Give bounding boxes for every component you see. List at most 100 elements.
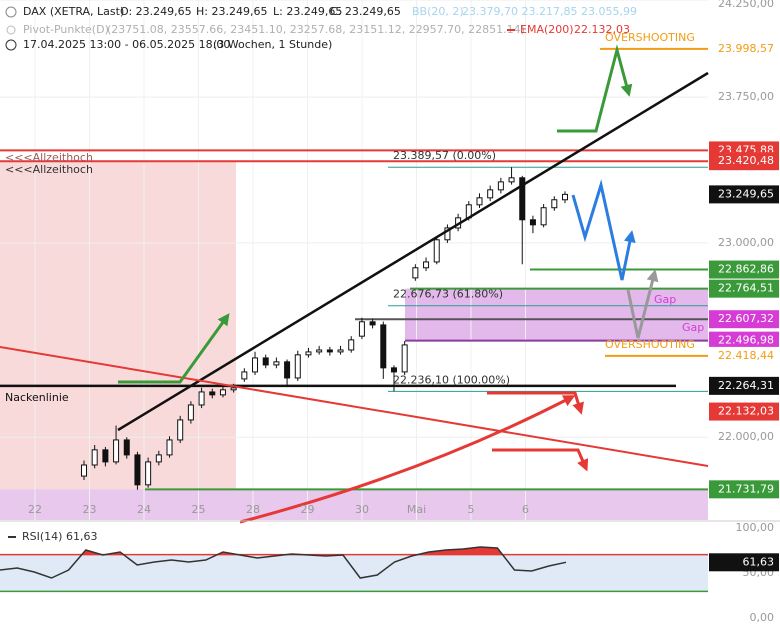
- candle-body: [209, 391, 216, 396]
- candle-body: [81, 464, 87, 477]
- candle-body: [273, 361, 280, 366]
- fib-label: 23.389,57 (0.00%): [393, 149, 496, 162]
- candle-body: [123, 439, 130, 456]
- candle-body: [326, 349, 333, 353]
- candle-body: [155, 454, 162, 463]
- x-tick-label: 30: [355, 503, 369, 516]
- info-icon: [5, 6, 17, 18]
- price-box: [709, 39, 779, 58]
- fib-label: 22.236,10 (100.00%): [393, 373, 510, 386]
- candle-body: [177, 419, 184, 441]
- candle-body: [433, 239, 440, 263]
- y-tick-label: 24.250,00: [718, 0, 774, 10]
- candle-body: [369, 321, 376, 326]
- candle-body: [294, 354, 301, 379]
- header: DAX (XETRA, Last) O: 23.249,65 H: 23.249…: [5, 5, 637, 51]
- red-arrow: [492, 448, 589, 472]
- x-tick-label: Mai: [407, 503, 426, 516]
- rsi-value-box: [709, 553, 779, 572]
- candle-body: [551, 199, 558, 209]
- price-box: [709, 310, 779, 329]
- x-tick-label: 5: [468, 503, 475, 516]
- annotation-text: <<<Allzeithoch: [5, 163, 93, 176]
- candle-body: [444, 227, 451, 241]
- x-tick-label: 24: [137, 503, 151, 516]
- quote-high: H: 23.249,65: [196, 5, 267, 18]
- candle-body: [198, 391, 205, 406]
- candle-body: [241, 371, 248, 380]
- candle-body: [113, 439, 120, 463]
- price-label: 23.249,65: [718, 187, 774, 200]
- rsi-value-label: 61,63: [743, 555, 775, 568]
- green-arrow: [118, 313, 230, 384]
- eye-icon: [6, 25, 16, 35]
- indicator-name: Pivot-Punkte(D): [23, 23, 109, 36]
- rsi-value: 61,63: [66, 530, 98, 543]
- drawings: [0, 44, 709, 524]
- candle-body: [337, 349, 344, 353]
- green-arrow: [557, 44, 633, 133]
- rsi-line: [0, 546, 567, 579]
- candle-body: [145, 461, 152, 486]
- price-box: [709, 331, 779, 350]
- price-label: 22.862,86: [718, 263, 774, 276]
- gap-zone: [405, 288, 708, 341]
- price-box: [709, 480, 779, 499]
- annotation-text: OVERSHOOTING: [605, 338, 695, 351]
- candle-body: [219, 389, 226, 396]
- rsi-tick-label: 100,00: [736, 521, 775, 534]
- x-tick-label: 29: [301, 503, 315, 516]
- candle-body: [519, 177, 526, 221]
- x-tick-label: 23: [83, 503, 97, 516]
- trend-line: [117, 71, 709, 432]
- price-label: 22.264,31: [718, 379, 774, 392]
- candle-body: [487, 189, 494, 199]
- period: 17.04.2025 13:00 - 06.05.2025 18:00: [23, 38, 230, 51]
- gray-arrow: [626, 269, 659, 339]
- candle-body: [476, 197, 483, 206]
- clock-icon: [5, 39, 17, 51]
- indicator-name: BB(20, 2): [412, 5, 464, 18]
- plot-layer: 23.389,57 (0.00%) 22.676,73 (61.80%) 22.23…: [0, 47, 708, 491]
- support-zone: [0, 489, 708, 520]
- x-tick-label: 22: [28, 503, 42, 516]
- quote-close: C: 23.249,65: [330, 5, 401, 18]
- rsi-title: RSI(14): [22, 530, 62, 543]
- candle-body: [187, 404, 194, 421]
- quote-low: L: 23.249,65: [273, 5, 342, 18]
- candle-body: [305, 351, 312, 356]
- annotation-text: Nackenlinie: [5, 391, 69, 404]
- candle-body: [380, 324, 387, 369]
- price-box: [709, 279, 779, 298]
- price-label: 22.132,03: [718, 405, 774, 418]
- rsi-overbought-fill: [0, 547, 566, 555]
- candle-body: [412, 267, 419, 279]
- y-tick-label: 23.750,00: [718, 90, 774, 103]
- period-note: (3 Wochen, 1 Stunde): [213, 38, 332, 51]
- indicator-name: EMA(200): [520, 23, 574, 36]
- price-box: [709, 260, 779, 279]
- price-box: [709, 402, 779, 421]
- price-box: [709, 376, 779, 395]
- price-label: 22.418,44: [718, 349, 774, 362]
- fib-label: 22.676,73 (61.80%): [393, 288, 503, 301]
- candle-body: [529, 219, 536, 226]
- annotation-text: <<<Allzeithoch: [5, 151, 93, 164]
- candle-body: [508, 177, 515, 183]
- annotation-text: Gap: [682, 321, 704, 334]
- candle-body: [102, 449, 109, 463]
- price-label: 21.731,79: [718, 482, 774, 495]
- indicator-values: 23.379,70 23.217,85 23.055,99: [462, 5, 637, 18]
- rsi-tick-label: 0,00: [750, 611, 775, 624]
- y-tick-label: 23.000,00: [718, 236, 774, 249]
- rsi-band: [0, 554, 708, 592]
- candle-body: [252, 357, 259, 373]
- indicator-values: (23751.08, 23557.66, 23451.10, 23257.68,…: [107, 23, 525, 36]
- price-box: [709, 152, 779, 171]
- candle-body: [262, 357, 269, 366]
- candle-body: [390, 367, 397, 373]
- background-layer: [0, 0, 708, 592]
- candle-body: [497, 181, 504, 191]
